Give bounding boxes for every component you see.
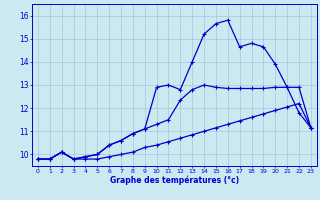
X-axis label: Graphe des températures (°c): Graphe des températures (°c) xyxy=(110,176,239,185)
